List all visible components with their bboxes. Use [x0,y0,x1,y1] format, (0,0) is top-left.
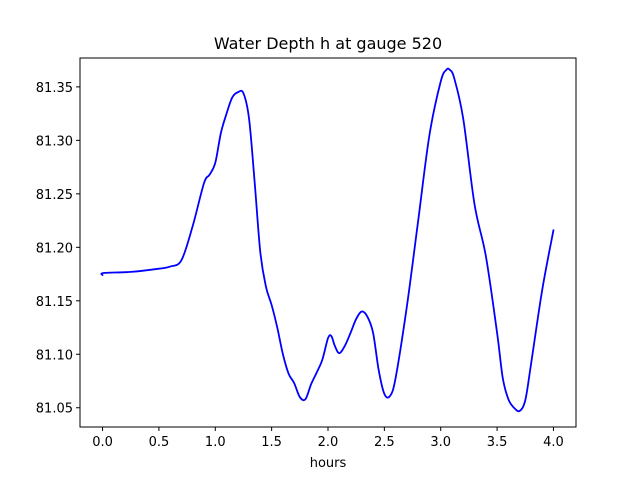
x-tick-label: 3.0 [430,435,451,450]
plot-series [100,67,555,413]
y-axis-ticks: 81.05 81.10 81.15 81.20 81.25 81.30 81.35 [36,81,80,417]
y-tick-label: 81.15 [36,295,73,310]
y-tick-label: 81.05 [36,402,73,417]
chart-title: Water Depth h at gauge 520 [214,34,442,53]
series-line [100,67,555,413]
x-tick-label: 1.5 [261,435,282,450]
x-tick-label: 1.0 [205,435,226,450]
y-tick-label: 81.30 [36,134,73,149]
x-tick-label: 4.0 [543,435,564,450]
x-tick-label: 0.0 [92,435,113,450]
x-tick-label: 2.5 [374,435,395,450]
x-axis-ticks: 0.0 0.5 1.0 1.5 2.0 2.5 3.0 3.5 4.0 [92,427,564,450]
y-tick-label: 81.20 [36,241,73,256]
y-tick-label: 81.10 [36,348,73,363]
x-tick-label: 2.0 [318,435,339,450]
y-tick-label: 81.35 [36,81,73,96]
plot-area-frame [79,57,577,428]
x-tick-label: 0.5 [149,435,170,450]
x-tick-label: 3.5 [487,435,508,450]
y-tick-label: 81.25 [36,188,73,203]
x-axis-label: hours [310,456,347,471]
